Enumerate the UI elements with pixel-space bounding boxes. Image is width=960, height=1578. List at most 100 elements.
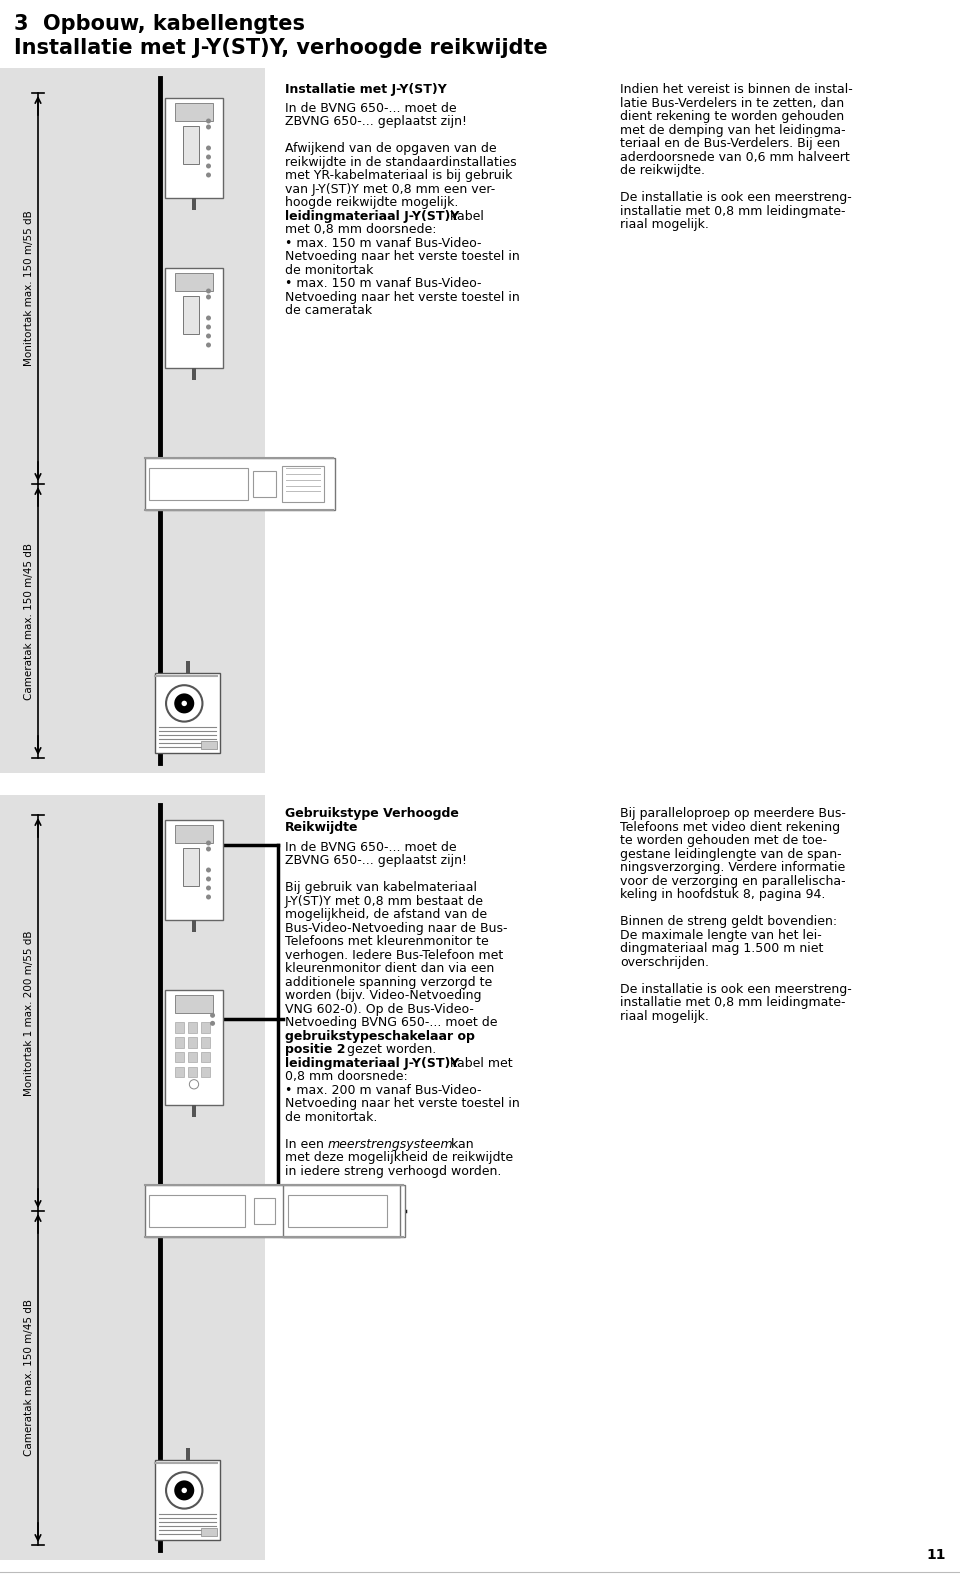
Bar bbox=[165, 821, 223, 920]
Circle shape bbox=[206, 145, 211, 150]
Text: Monitortak max. 150 m/55 dB: Monitortak max. 150 m/55 dB bbox=[24, 210, 34, 366]
Text: installatie met 0,8 mm leidingmate-: installatie met 0,8 mm leidingmate- bbox=[620, 996, 846, 1008]
Text: 3  Opbouw, kabellengtes: 3 Opbouw, kabellengtes bbox=[14, 14, 305, 35]
Circle shape bbox=[175, 693, 194, 713]
Text: met YR-kabelmateriaal is bij gebruik: met YR-kabelmateriaal is bij gebruik bbox=[285, 169, 513, 183]
Text: met 0,8 mm doorsnede:: met 0,8 mm doorsnede: bbox=[285, 224, 437, 237]
Text: Bus-Video-Netvoeding naar de Bus-: Bus-Video-Netvoeding naar de Bus- bbox=[285, 922, 508, 934]
Bar bbox=[192, 368, 196, 380]
Circle shape bbox=[206, 118, 211, 123]
Bar bbox=[183, 847, 200, 885]
Text: Netvoeding naar het verste toestel in: Netvoeding naar het verste toestel in bbox=[285, 290, 519, 305]
Bar bbox=[188, 1037, 197, 1048]
Circle shape bbox=[206, 841, 211, 846]
Text: kleurenmonitor dient dan via een: kleurenmonitor dient dan via een bbox=[285, 963, 494, 975]
Text: 0,8 mm doorsnede:: 0,8 mm doorsnede: bbox=[285, 1070, 408, 1083]
Bar bbox=[183, 126, 200, 164]
Text: Bij paralleloproep op meerdere Bus-: Bij paralleloproep op meerdere Bus- bbox=[620, 806, 846, 821]
Text: • max. 200 m vanaf Bus-Video-: • max. 200 m vanaf Bus-Video- bbox=[285, 1084, 482, 1097]
Bar bbox=[165, 98, 223, 197]
Bar bbox=[201, 1067, 209, 1078]
Bar bbox=[175, 994, 213, 1013]
Text: ZBVNG 650-... geplaatst zijn!: ZBVNG 650-... geplaatst zijn! bbox=[285, 115, 467, 128]
Bar bbox=[188, 1023, 197, 1032]
Text: ningsverzorging. Verdere informatie: ningsverzorging. Verdere informatie bbox=[620, 862, 845, 874]
Text: Afwijkend van de opgaven van de: Afwijkend van de opgaven van de bbox=[285, 142, 496, 155]
Bar bbox=[149, 469, 248, 500]
Text: Binnen de streng geldt bovendien:: Binnen de streng geldt bovendien: bbox=[620, 915, 837, 928]
Bar bbox=[149, 1196, 245, 1226]
Circle shape bbox=[206, 895, 211, 899]
Text: gestane leidinglengte van de span-: gestane leidinglengte van de span- bbox=[620, 847, 842, 860]
Bar bbox=[165, 268, 223, 368]
Text: Cameratak max. 150 m/45 dB: Cameratak max. 150 m/45 dB bbox=[24, 1300, 34, 1456]
Text: van J-Y(ST)Y met 0,8 mm een ver-: van J-Y(ST)Y met 0,8 mm een ver- bbox=[285, 183, 495, 196]
Text: De maximale lengte van het lei-: De maximale lengte van het lei- bbox=[620, 928, 822, 942]
Text: Installatie met J-Y(ST)Y, verhoogde reikwijdte: Installatie met J-Y(ST)Y, verhoogde reik… bbox=[14, 38, 548, 58]
Text: leidingmateriaal J-Y(ST)Y: leidingmateriaal J-Y(ST)Y bbox=[285, 210, 460, 222]
Text: Monitortak 1 max. 200 m/55 dB: Monitortak 1 max. 200 m/55 dB bbox=[24, 931, 34, 1095]
Text: Telefoons met kleurenmonitor te: Telefoons met kleurenmonitor te bbox=[285, 936, 489, 948]
Text: riaal mogelijk.: riaal mogelijk. bbox=[620, 218, 708, 230]
Text: hoogde reikwijdte mogelijk.: hoogde reikwijdte mogelijk. bbox=[285, 196, 458, 210]
Text: additionele spanning verzorgd te: additionele spanning verzorgd te bbox=[285, 975, 492, 989]
Text: Netvoeding naar het verste toestel in: Netvoeding naar het verste toestel in bbox=[285, 1097, 519, 1111]
Circle shape bbox=[206, 846, 211, 852]
Bar bbox=[282, 466, 324, 502]
Text: In een: In een bbox=[285, 1138, 328, 1150]
Bar bbox=[201, 1053, 209, 1062]
Bar bbox=[175, 273, 213, 290]
Circle shape bbox=[175, 1480, 194, 1501]
Bar bbox=[188, 1053, 197, 1062]
Text: teriaal en de Bus-Verdelers. Bij een: teriaal en de Bus-Verdelers. Bij een bbox=[620, 137, 840, 150]
Circle shape bbox=[206, 876, 211, 882]
Text: In de BVNG 650-... moet de: In de BVNG 650-... moet de bbox=[285, 103, 457, 115]
Text: de reikwijdte.: de reikwijdte. bbox=[620, 164, 705, 177]
Bar bbox=[176, 1023, 184, 1032]
Bar bbox=[175, 103, 213, 122]
Text: riaal mogelijk.: riaal mogelijk. bbox=[620, 1010, 708, 1023]
Bar bbox=[185, 661, 189, 672]
Circle shape bbox=[189, 1079, 199, 1089]
Text: In de BVNG 650-... moet de: In de BVNG 650-... moet de bbox=[285, 841, 457, 854]
Text: mogelijkheid, de afstand van de: mogelijkheid, de afstand van de bbox=[285, 909, 487, 922]
Text: Reikwijdte: Reikwijdte bbox=[285, 821, 358, 833]
Bar bbox=[192, 1105, 196, 1117]
Bar bbox=[188, 1067, 197, 1078]
Bar bbox=[201, 1023, 209, 1032]
Circle shape bbox=[206, 125, 211, 129]
Circle shape bbox=[206, 868, 211, 873]
Text: met de demping van het leidingma-: met de demping van het leidingma- bbox=[620, 123, 846, 137]
Circle shape bbox=[206, 316, 211, 320]
Circle shape bbox=[206, 333, 211, 339]
Text: De installatie is ook een meerstreng-: De installatie is ook een meerstreng- bbox=[620, 983, 852, 996]
Bar bbox=[201, 1528, 217, 1535]
Text: dient rekening te worden gehouden: dient rekening te worden gehouden bbox=[620, 110, 844, 123]
Circle shape bbox=[166, 685, 203, 721]
Text: Netvoeding BVNG 650-... moet de: Netvoeding BVNG 650-... moet de bbox=[285, 1016, 497, 1029]
Bar bbox=[288, 1196, 387, 1226]
Text: • max. 150 m vanaf Bus-Video-: • max. 150 m vanaf Bus-Video- bbox=[285, 237, 482, 249]
Bar bbox=[165, 989, 223, 1105]
Circle shape bbox=[206, 172, 211, 177]
Text: in iedere streng verhoogd worden.: in iedere streng verhoogd worden. bbox=[285, 1165, 501, 1177]
Bar bbox=[155, 672, 220, 753]
Text: installatie met 0,8 mm leidingmate-: installatie met 0,8 mm leidingmate- bbox=[620, 205, 846, 218]
Text: kan: kan bbox=[447, 1138, 473, 1150]
Text: dingmateriaal mag 1.500 m niet: dingmateriaal mag 1.500 m niet bbox=[620, 942, 824, 955]
Bar bbox=[175, 825, 213, 843]
Text: de monitortak.: de monitortak. bbox=[285, 1111, 377, 1124]
Text: verhogen. Iedere Bus-Telefoon met: verhogen. Iedere Bus-Telefoon met bbox=[285, 948, 503, 961]
Circle shape bbox=[181, 1488, 187, 1493]
Bar bbox=[0, 68, 265, 773]
Circle shape bbox=[206, 289, 211, 294]
Text: te worden gehouden met de toe-: te worden gehouden met de toe- bbox=[620, 835, 827, 847]
Bar bbox=[176, 1067, 184, 1078]
Bar bbox=[201, 1037, 209, 1048]
Circle shape bbox=[206, 885, 211, 890]
Bar bbox=[176, 1037, 184, 1048]
Circle shape bbox=[206, 342, 211, 347]
Text: De installatie is ook een meerstreng-: De installatie is ook een meerstreng- bbox=[620, 191, 852, 204]
Text: VNG 602-0). Op de Bus-Video-: VNG 602-0). Op de Bus-Video- bbox=[285, 1002, 474, 1016]
Bar bbox=[155, 1460, 220, 1540]
